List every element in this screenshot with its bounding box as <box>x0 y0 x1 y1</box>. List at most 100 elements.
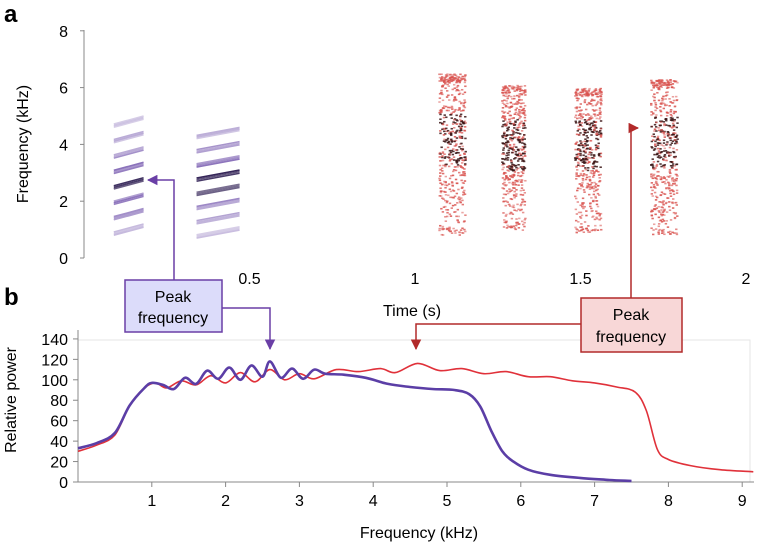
spectral-point <box>517 184 520 186</box>
spectral-point <box>583 160 586 163</box>
spectral-point <box>669 113 673 116</box>
spectral-point <box>599 98 603 100</box>
spectral-point <box>504 137 508 140</box>
spectral-point <box>513 190 516 193</box>
spectral-point <box>599 134 603 137</box>
spectral-point <box>669 81 672 83</box>
spectral-point <box>453 230 457 232</box>
spectral-point <box>459 123 462 126</box>
spectral-point <box>463 106 467 109</box>
spectral-point <box>590 98 594 101</box>
spectral-point <box>592 131 595 134</box>
spectral-point <box>502 120 505 122</box>
spectral-point <box>450 232 454 234</box>
spectral-point <box>663 134 666 136</box>
spectral-point <box>502 166 505 169</box>
spectral-point <box>455 114 458 117</box>
spectral-point <box>502 132 506 135</box>
spectral-point <box>441 107 445 110</box>
spectral-point <box>657 205 660 208</box>
spectral-point <box>516 154 520 156</box>
spectral-point <box>600 228 603 231</box>
spectral-point <box>502 193 506 196</box>
spectral-point <box>593 109 596 112</box>
spectral-point <box>458 136 462 139</box>
spectral-point <box>594 186 597 188</box>
spectral-point <box>599 111 602 113</box>
spectral-point <box>581 89 585 92</box>
spectral-point <box>441 151 445 153</box>
spectral-point <box>592 113 596 116</box>
spectral-point <box>651 147 654 149</box>
spectral-point <box>575 177 578 180</box>
spectral-point <box>522 148 525 151</box>
spectral-point <box>656 144 660 146</box>
spectral-point <box>584 178 588 181</box>
spectral-point <box>449 133 453 135</box>
spectral-point <box>438 179 442 182</box>
spectral-point <box>464 137 467 140</box>
spectral-point <box>656 136 659 139</box>
spectral-point <box>513 127 516 129</box>
spectral-point <box>662 176 666 178</box>
spectral-point <box>462 193 465 196</box>
spectral-point <box>671 95 675 98</box>
spectral-point <box>454 108 457 111</box>
spectral-point <box>519 157 522 160</box>
spectral-point <box>654 106 657 108</box>
spectral-point <box>450 134 453 137</box>
spectral-point <box>453 73 456 76</box>
spectral-point <box>654 208 657 211</box>
spectral-point <box>583 98 587 101</box>
spectral-point <box>668 98 671 100</box>
spectral-point <box>593 124 597 126</box>
spectral-point <box>675 169 678 171</box>
spectral-point <box>507 141 510 143</box>
spectral-point <box>458 135 461 138</box>
spectral-point <box>522 89 525 92</box>
spectral-point <box>675 173 678 176</box>
panel-label-b: b <box>4 284 19 311</box>
spectral-point <box>464 163 467 165</box>
spectral-point <box>454 139 458 142</box>
spectral-point <box>462 191 466 194</box>
spectral-point <box>522 123 526 125</box>
spectral-point <box>574 120 577 123</box>
spectral-point <box>517 148 520 151</box>
spectral-point <box>451 76 454 78</box>
spectral-point <box>446 227 449 230</box>
spectral-point <box>523 134 526 136</box>
spectral-point <box>581 170 585 172</box>
spectral-point <box>502 212 505 214</box>
spectral-point <box>659 163 662 165</box>
spectral-point <box>441 211 445 213</box>
spectral-point <box>672 132 675 134</box>
power-x-tick-label: 7 <box>590 493 599 510</box>
spectral-point <box>661 131 664 134</box>
spectral-point <box>577 109 581 112</box>
spectral-point <box>590 134 593 136</box>
spectral-point <box>596 114 600 116</box>
spectral-point <box>653 148 657 150</box>
spectral-point <box>442 80 446 82</box>
red-annotation-line-2: frequency <box>596 329 666 346</box>
spectral-point <box>577 133 581 136</box>
spectral-point <box>574 208 578 211</box>
spectral-point <box>581 116 584 119</box>
spectral-point <box>440 207 443 210</box>
spectral-point <box>652 174 655 177</box>
spectral-point <box>512 131 515 133</box>
spectral-point <box>449 132 453 135</box>
spectral-point <box>505 141 508 144</box>
spectral-point <box>508 107 511 109</box>
spectral-point <box>516 174 520 177</box>
spectral-point <box>659 121 663 124</box>
spectral-point <box>461 211 464 214</box>
spectral-point <box>515 136 518 139</box>
spectral-point <box>664 118 668 121</box>
spectral-point <box>463 120 467 123</box>
spectral-point <box>599 217 603 220</box>
spectral-point <box>576 187 580 190</box>
spectral-point <box>659 148 662 150</box>
